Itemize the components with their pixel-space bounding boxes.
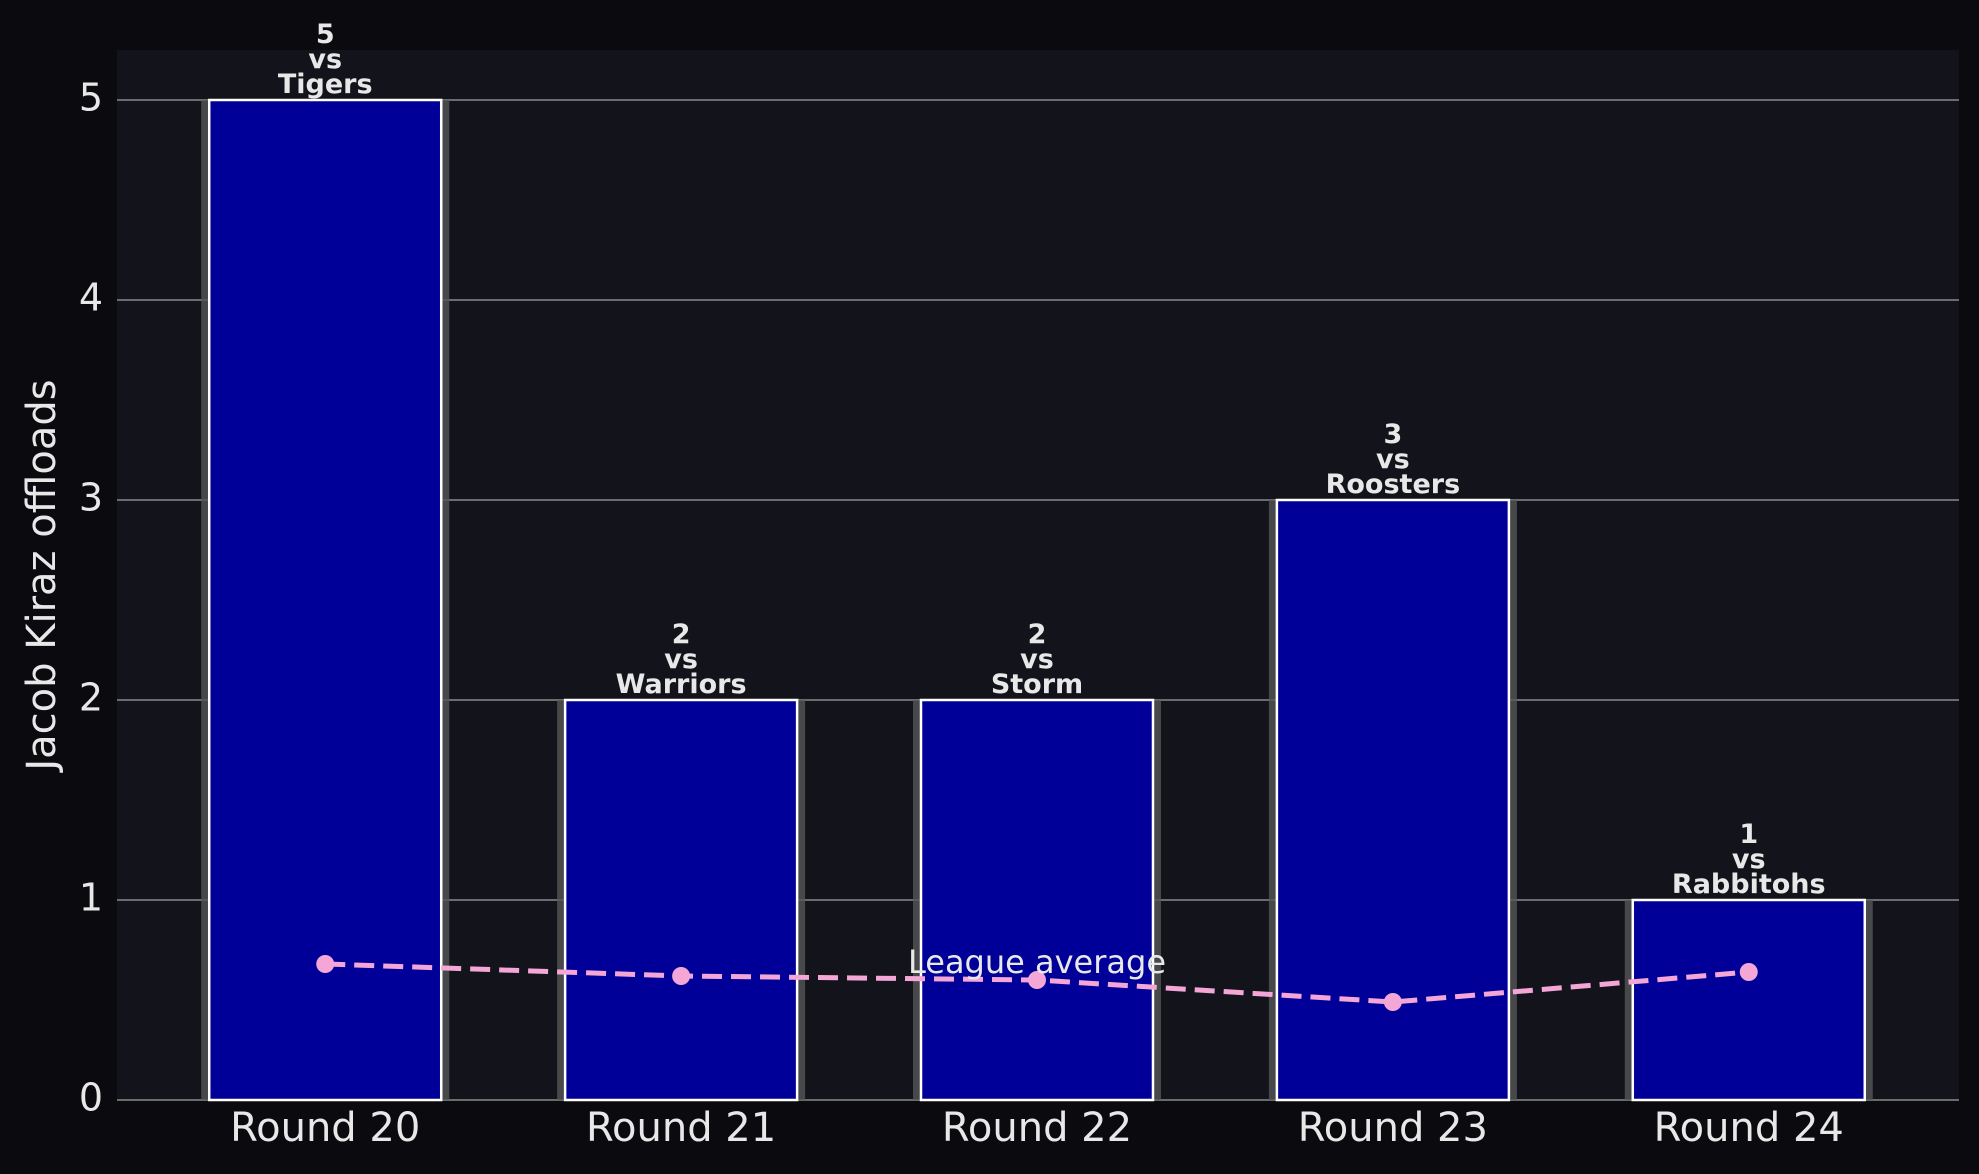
y-axis-label: Jacob Kiraz offloads xyxy=(19,379,65,773)
average-point xyxy=(316,955,335,973)
value-label: 2 vs Warriors xyxy=(616,619,747,700)
bar xyxy=(207,98,443,1102)
average-label: League average xyxy=(908,943,1166,981)
y-tick-label: 3 xyxy=(79,476,103,520)
bar xyxy=(563,698,799,1102)
average-point xyxy=(672,967,691,985)
bar xyxy=(919,698,1155,1102)
average-point xyxy=(1027,971,1046,989)
y-tick-label: 2 xyxy=(79,676,103,720)
average-point xyxy=(1739,963,1758,981)
y-tick-label: 0 xyxy=(79,1076,103,1120)
value-label: 5 vs Tigers xyxy=(278,19,373,100)
x-tick-label: Round 24 xyxy=(1654,1105,1844,1151)
value-label: 2 vs Storm xyxy=(991,619,1083,700)
average-point xyxy=(1383,993,1402,1011)
bar xyxy=(1631,898,1867,1102)
y-tick-label: 4 xyxy=(79,276,103,320)
x-tick-label: Round 22 xyxy=(942,1105,1132,1151)
x-tick-label: Round 23 xyxy=(1298,1105,1488,1151)
value-label: 3 vs Roosters xyxy=(1326,419,1461,500)
x-tick-label: Round 20 xyxy=(230,1105,420,1151)
y-tick-label: 1 xyxy=(79,876,103,920)
x-tick-label: Round 21 xyxy=(586,1105,776,1151)
y-tick-label: 5 xyxy=(79,76,103,120)
value-label: 1 vs Rabbitohs xyxy=(1672,819,1826,900)
